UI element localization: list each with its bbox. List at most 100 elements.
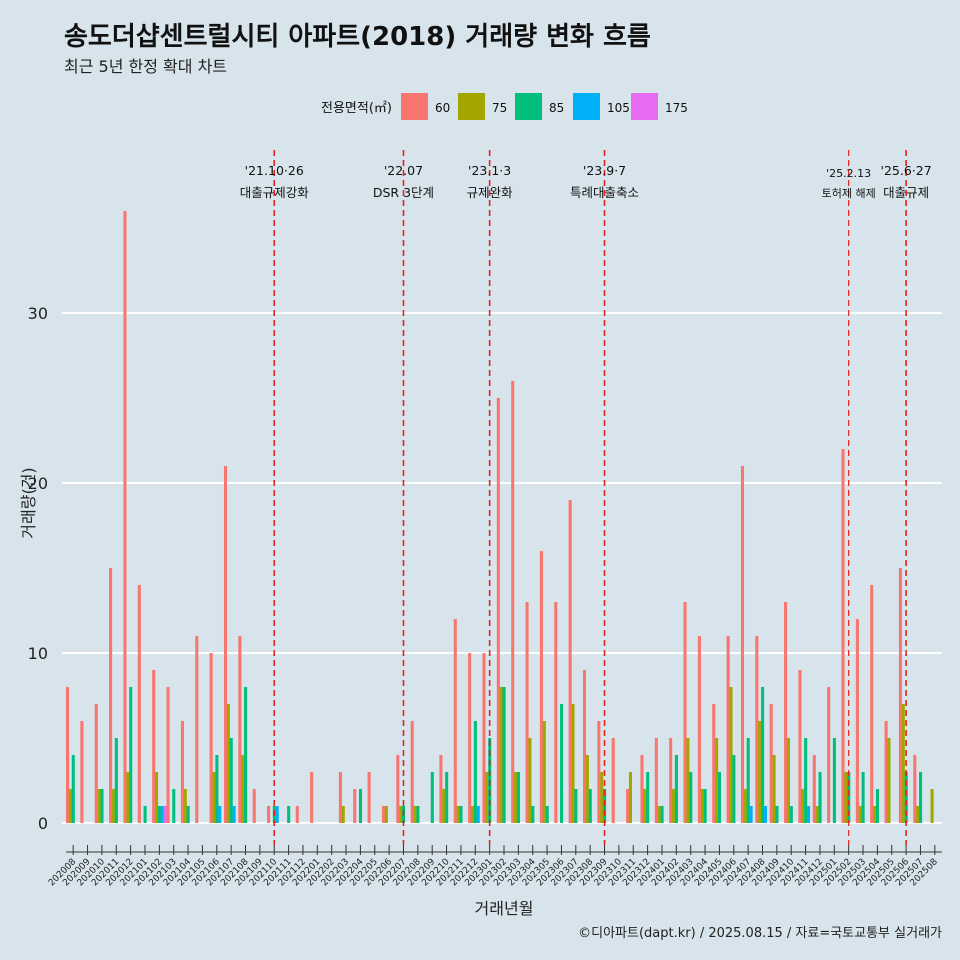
bar [812,755,816,823]
bar [571,704,575,823]
event-label: 특례대출축소 [570,185,639,200]
bar [66,687,70,823]
bar [686,738,690,823]
bar [226,704,230,823]
bar [568,500,572,823]
bar [163,806,167,823]
bar [545,806,549,823]
bar [126,772,130,823]
bar [496,398,500,823]
chart-title: 송도더샵센트럴시티 아파트(2018) 거래량 변화 흐름 [64,22,651,52]
bar [367,772,371,823]
bar [875,789,880,823]
bar [295,806,299,823]
bar [215,755,219,823]
bar [341,806,345,823]
bar [654,738,658,823]
bar [172,789,176,823]
legend-key [573,93,600,120]
bar [157,806,161,823]
bar [381,806,385,823]
event-date-label: '22.07 [384,163,423,178]
bar [232,806,236,823]
legend-key [515,93,542,120]
bar [726,636,730,823]
bar [657,806,661,823]
bar [238,636,242,823]
bar [755,636,759,823]
bar [114,738,118,823]
bar [660,806,664,823]
bar [80,721,84,823]
bar [456,806,460,823]
bar [459,806,463,823]
bar [516,772,520,823]
bar [396,755,400,823]
bar [749,806,753,823]
bar [884,721,888,823]
y-tick-label: 0 [38,814,48,833]
bar [628,772,633,823]
bar [597,721,601,823]
bar [338,772,342,823]
bar [267,806,271,823]
bar [786,738,790,823]
bar [155,772,159,823]
bar [528,738,532,823]
bar [858,806,862,823]
bar [887,738,891,823]
bar [585,755,589,823]
bar [482,653,486,823]
bar [410,721,414,823]
bar [761,687,765,823]
bar [611,738,615,823]
bar [218,806,222,823]
bar [310,772,314,823]
bar [287,806,291,823]
bar [582,670,587,823]
legend-label: 75 [492,101,507,115]
bar [643,789,647,823]
bar [626,789,630,823]
legend-key [401,93,428,120]
bar [514,772,518,823]
bar [827,687,831,823]
bar [763,806,767,823]
x-axis-title: 거래년월 [475,899,534,918]
bar [68,789,72,823]
bar [160,806,164,823]
bar [560,704,564,823]
bar [109,568,113,823]
bar [94,704,98,823]
bar [743,789,747,823]
bar [818,772,822,823]
bar [470,806,475,823]
bar [241,755,245,823]
bar [746,738,750,823]
bar [445,772,449,823]
bar [430,772,434,823]
bar [861,772,865,823]
bar [689,772,693,823]
bar [600,772,604,823]
bar [180,721,184,823]
legend-title: 전용면적(㎡) [321,101,392,116]
bar [442,789,446,823]
bar [732,755,736,823]
bar [186,806,190,823]
bar [539,551,543,823]
bar [244,687,248,823]
y-axis-title: 거래량(건) [19,467,38,538]
bar [209,653,213,823]
bar [143,806,147,823]
bar [485,772,489,823]
bar [669,738,673,823]
bar [453,619,457,823]
bar [212,772,216,823]
event-date-label: '23.9·7 [583,163,626,178]
bar [841,449,845,823]
bar [416,806,420,823]
bar [399,806,403,823]
bar [511,381,515,823]
